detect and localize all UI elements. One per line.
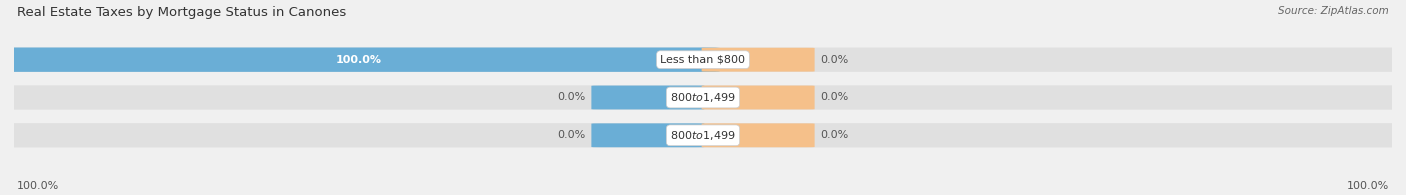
FancyBboxPatch shape — [592, 123, 704, 147]
Text: $800 to $1,499: $800 to $1,499 — [671, 91, 735, 104]
Text: $800 to $1,499: $800 to $1,499 — [671, 129, 735, 142]
Text: 100.0%: 100.0% — [336, 55, 381, 65]
Text: 0.0%: 0.0% — [558, 130, 586, 140]
FancyBboxPatch shape — [592, 86, 704, 109]
FancyBboxPatch shape — [0, 85, 1406, 110]
Text: 100.0%: 100.0% — [17, 181, 59, 191]
Text: Real Estate Taxes by Mortgage Status in Canones: Real Estate Taxes by Mortgage Status in … — [17, 6, 346, 19]
FancyBboxPatch shape — [702, 48, 814, 72]
Text: Source: ZipAtlas.com: Source: ZipAtlas.com — [1278, 6, 1389, 16]
Text: Less than $800: Less than $800 — [661, 55, 745, 65]
FancyBboxPatch shape — [702, 123, 814, 147]
Text: 0.0%: 0.0% — [558, 92, 586, 103]
FancyBboxPatch shape — [0, 123, 1406, 147]
FancyBboxPatch shape — [702, 86, 814, 109]
FancyBboxPatch shape — [0, 48, 720, 72]
Text: 100.0%: 100.0% — [1347, 181, 1389, 191]
Text: 0.0%: 0.0% — [820, 92, 848, 103]
Text: 0.0%: 0.0% — [820, 55, 848, 65]
Text: 0.0%: 0.0% — [820, 130, 848, 140]
FancyBboxPatch shape — [0, 48, 1406, 72]
